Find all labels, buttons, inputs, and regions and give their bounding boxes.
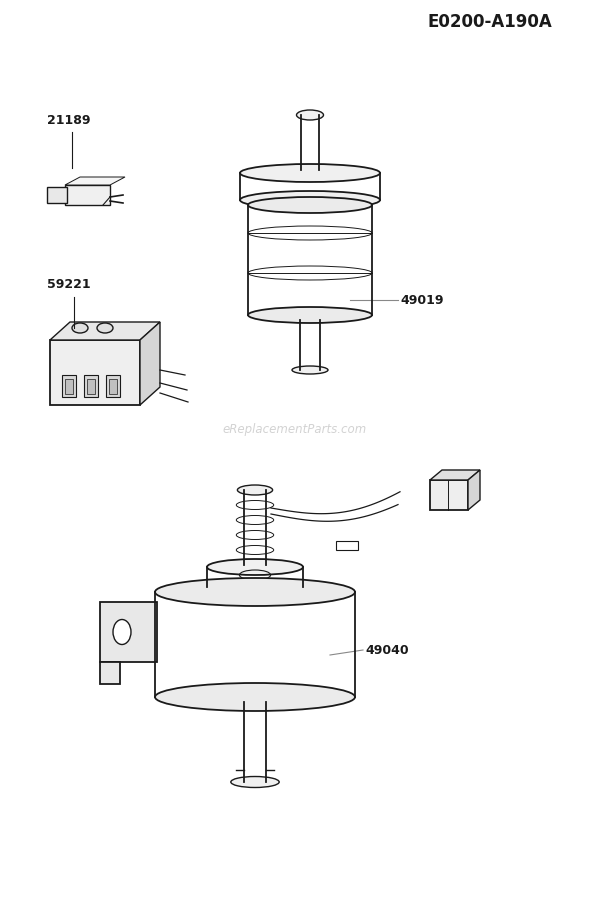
Text: 49040: 49040 bbox=[365, 643, 409, 657]
Polygon shape bbox=[140, 322, 160, 405]
Ellipse shape bbox=[292, 366, 328, 374]
Ellipse shape bbox=[97, 323, 113, 333]
Polygon shape bbox=[430, 470, 480, 480]
Bar bbox=[65, 379, 73, 394]
Ellipse shape bbox=[113, 620, 131, 644]
Bar bbox=[50, 340, 140, 405]
Polygon shape bbox=[100, 602, 157, 662]
Bar bbox=[47, 187, 67, 203]
Ellipse shape bbox=[297, 166, 323, 174]
Text: E0200-A190A: E0200-A190A bbox=[428, 13, 552, 31]
Ellipse shape bbox=[231, 777, 279, 787]
Bar bbox=[84, 375, 98, 397]
Bar bbox=[106, 375, 120, 397]
Bar bbox=[87, 379, 95, 394]
Ellipse shape bbox=[297, 110, 323, 120]
Ellipse shape bbox=[207, 579, 303, 595]
Polygon shape bbox=[468, 470, 480, 510]
Polygon shape bbox=[65, 177, 125, 185]
Text: 21189: 21189 bbox=[47, 114, 90, 126]
Ellipse shape bbox=[155, 578, 355, 606]
Bar bbox=[62, 375, 76, 397]
Ellipse shape bbox=[240, 191, 380, 209]
Bar bbox=[336, 541, 358, 550]
Text: 49019: 49019 bbox=[400, 294, 444, 306]
Bar bbox=[430, 480, 468, 510]
Text: eReplacementParts.com: eReplacementParts.com bbox=[223, 423, 367, 436]
Ellipse shape bbox=[207, 559, 303, 575]
Polygon shape bbox=[100, 662, 120, 684]
Ellipse shape bbox=[155, 683, 355, 711]
Text: 59221: 59221 bbox=[47, 278, 91, 292]
Ellipse shape bbox=[248, 197, 372, 213]
Ellipse shape bbox=[72, 323, 88, 333]
Polygon shape bbox=[50, 322, 160, 340]
Bar bbox=[65, 185, 110, 205]
Ellipse shape bbox=[248, 307, 372, 323]
Ellipse shape bbox=[240, 164, 380, 182]
Ellipse shape bbox=[237, 485, 273, 495]
Bar bbox=[109, 379, 117, 394]
